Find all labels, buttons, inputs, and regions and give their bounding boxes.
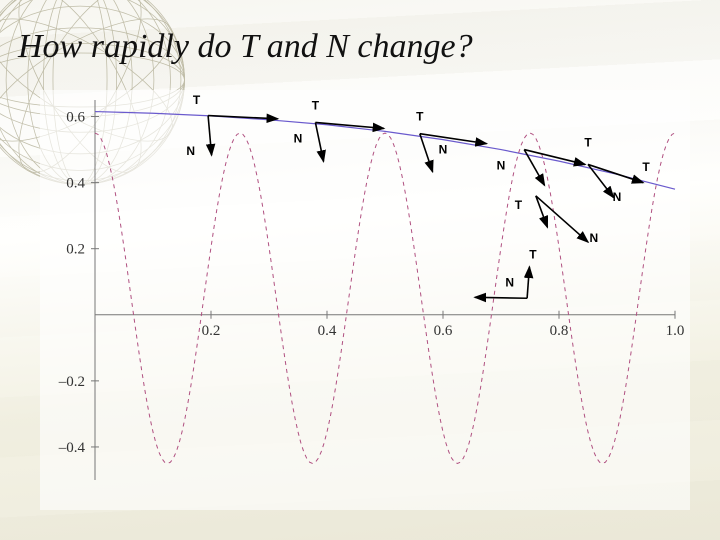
tangent-label: T	[529, 248, 537, 262]
svg-text:0.4: 0.4	[66, 176, 85, 192]
svg-text:0.2: 0.2	[66, 242, 85, 258]
tangent-label: T	[642, 160, 650, 174]
normal-label: N	[497, 158, 506, 172]
tangent-vector	[527, 267, 529, 298]
tangent-label: T	[416, 109, 424, 123]
normal-vector	[524, 150, 544, 186]
svg-text:0.6: 0.6	[66, 110, 85, 126]
normal-vector	[420, 134, 433, 172]
normal-vector	[208, 116, 211, 156]
tangent-label: T	[193, 93, 201, 107]
chart-svg: 0.2 0.4 0.6 0.8 1.0 –0.4 –0.2 0.2 0.4 0.6 T N T N T N T N…	[40, 90, 690, 510]
tangent-label: T	[584, 135, 592, 149]
normal-label: N	[294, 131, 303, 145]
normal-label: N	[505, 276, 514, 290]
normal-label: N	[613, 190, 622, 204]
slide-title: How rapidly do T and N change?	[18, 28, 710, 66]
tangent-label: T	[515, 198, 523, 212]
svg-text:0.8: 0.8	[550, 323, 569, 339]
svg-text:0.6: 0.6	[434, 323, 453, 339]
normal-vector	[475, 297, 527, 298]
normal-label: N	[589, 231, 598, 245]
normal-vector	[315, 122, 323, 161]
chart-panel: 0.2 0.4 0.6 0.8 1.0 –0.4 –0.2 0.2 0.4 0.6 T N T N T N T N…	[40, 90, 690, 510]
tangent-vector	[588, 164, 643, 182]
svg-text:0.2: 0.2	[202, 323, 221, 339]
tangent-vector	[524, 150, 585, 165]
svg-text:–0.2: –0.2	[58, 374, 85, 390]
svg-text:0.4: 0.4	[318, 323, 337, 339]
tangent-vector	[420, 134, 487, 144]
normal-label: N	[439, 143, 448, 157]
svg-text:–0.4: –0.4	[58, 440, 86, 456]
normal-label: N	[186, 144, 195, 158]
svg-text:1.0: 1.0	[666, 323, 685, 339]
tangent-label: T	[312, 98, 320, 112]
